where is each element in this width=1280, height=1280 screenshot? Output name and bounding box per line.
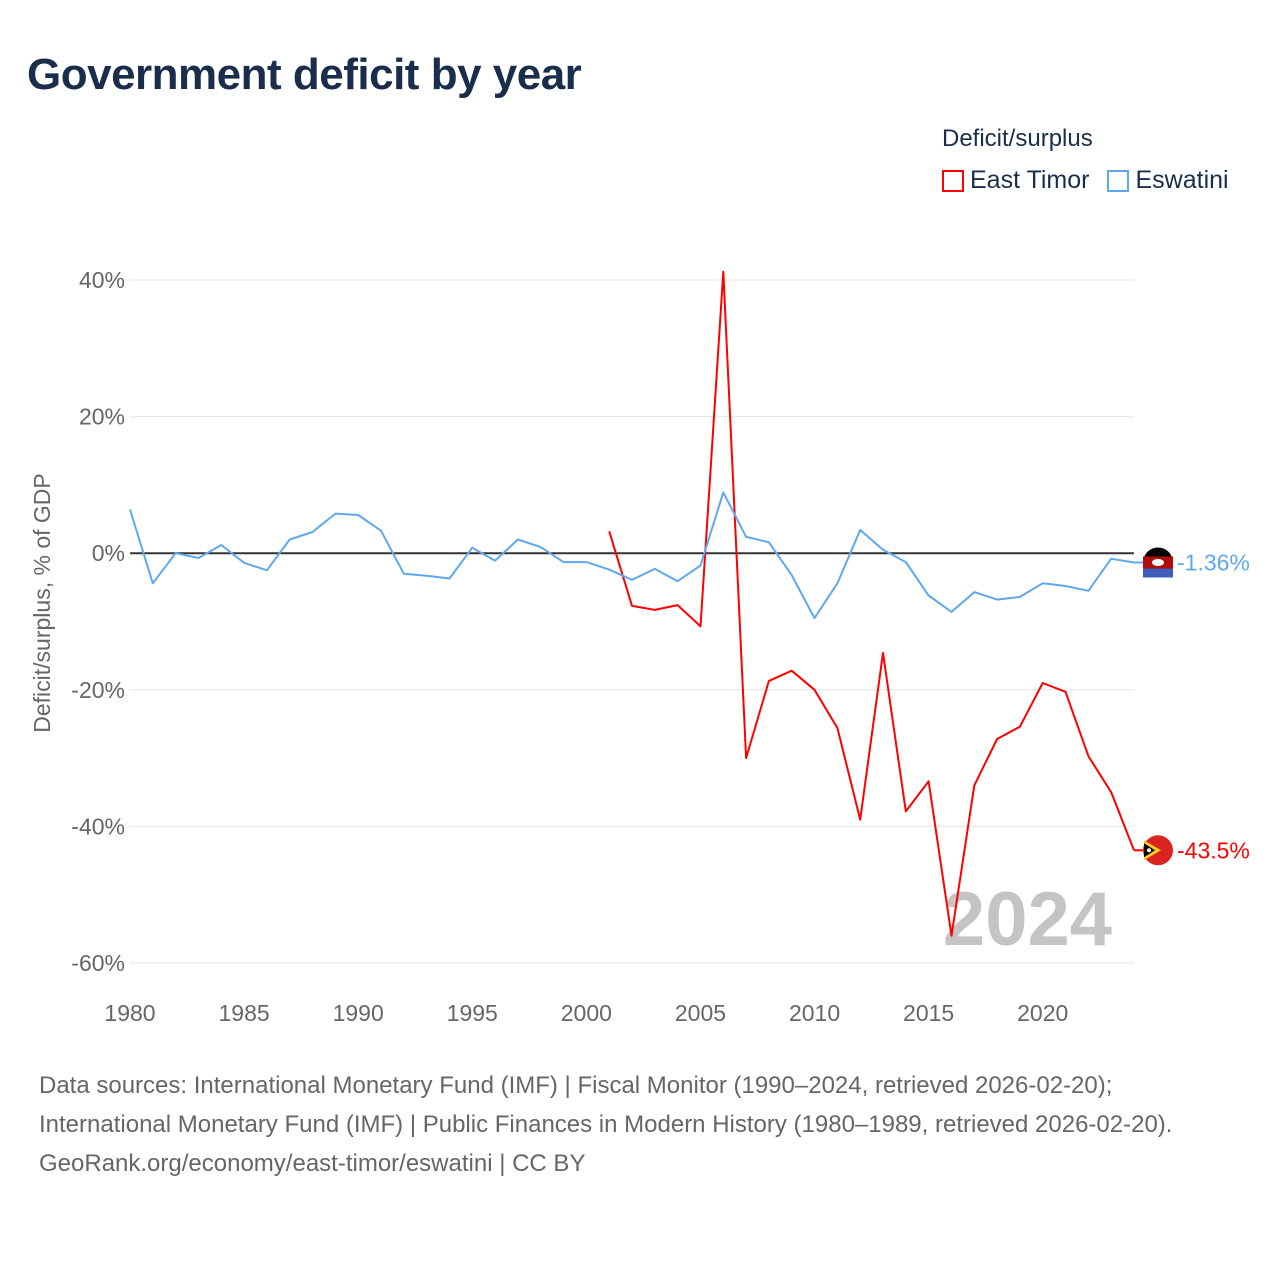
end-value-label-eswatini: -1.36%	[1177, 549, 1250, 575]
y-tick-label: 40%	[79, 267, 125, 293]
x-tick-label: 2005	[675, 1000, 726, 1026]
flag-shield	[1152, 558, 1164, 566]
x-tick-label: 2015	[903, 1000, 954, 1026]
y-tick-label: 20%	[79, 404, 125, 430]
x-tick-label: 2020	[1017, 1000, 1068, 1026]
y-tick-label: -20%	[71, 677, 125, 703]
x-tick-label: 1995	[447, 1000, 498, 1026]
y-tick-label: -60%	[71, 950, 125, 976]
data-sources: Data sources: International Monetary Fun…	[39, 1072, 1173, 1138]
footer: Data sources: International Monetary Fun…	[39, 1066, 1239, 1183]
end-value-label-east-timor: -43.5%	[1177, 837, 1250, 863]
legend-item-eswatini[interactable]: Eswatini	[1107, 166, 1229, 195]
flag-stripe	[1143, 568, 1173, 578]
legend: East Timor Eswatini	[942, 166, 1229, 195]
series-line-east-timor	[608, 270, 1135, 937]
x-tick-label: 2000	[561, 1000, 612, 1026]
legend-title: Deficit/surplus	[942, 125, 1093, 152]
chart-title: Government deficit by year	[27, 50, 582, 99]
source-link[interactable]: GeoRank.org/economy/east-timor/eswatini …	[39, 1150, 586, 1177]
x-tick-label: 1980	[104, 1000, 155, 1026]
legend-label: East Timor	[970, 166, 1090, 194]
legend-item-east-timor[interactable]: East Timor	[942, 166, 1089, 195]
x-tick-label: 1985	[219, 1000, 270, 1026]
y-tick-label: -40%	[71, 813, 125, 839]
y-axis-label: Deficit/surplus, % of GDP	[29, 473, 55, 732]
x-tick-label: 1990	[333, 1000, 384, 1026]
legend-swatch-east-timor	[942, 169, 964, 192]
legend-label: Eswatini	[1135, 166, 1229, 194]
year-watermark: 2024	[943, 877, 1112, 962]
y-tick-label: 0%	[92, 540, 125, 566]
chart-plot: 2024 40% 20% 0% -20% -40% -60% 1980 1985 1990 1995…	[29, 267, 1250, 1026]
series-line-eswatini	[129, 491, 1135, 620]
legend-swatch-eswatini	[1107, 169, 1130, 192]
flag-star	[1147, 848, 1151, 853]
x-tick-label: 2010	[789, 1000, 840, 1026]
